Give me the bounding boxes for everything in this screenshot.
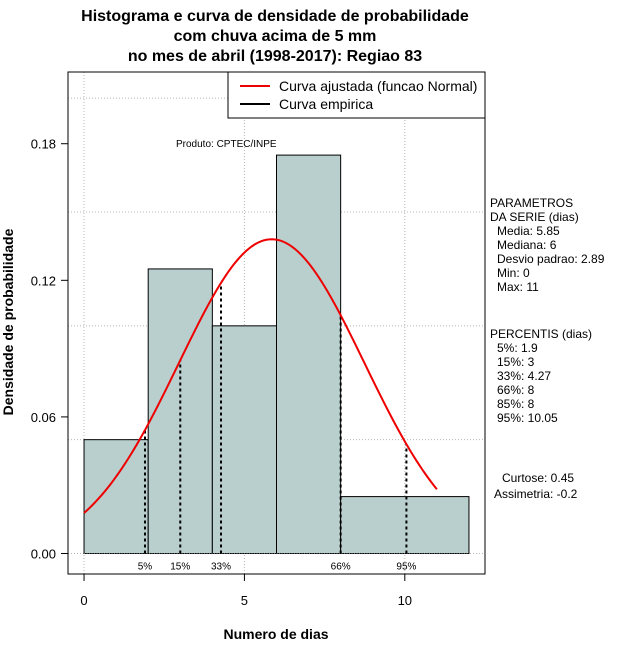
percentil-15: 15%: 3 (497, 355, 535, 369)
chart-title-line-3: no mes de abril (1998-2017): Regiao 83 (128, 48, 422, 65)
y-tick-label: 0.12 (31, 273, 56, 288)
chart-title-line-1: Histograma e curva de densidade de proba… (81, 8, 469, 25)
percentil-66: 66%: 8 (497, 383, 535, 397)
percentile-marker-label: 95% (396, 562, 416, 573)
x-tick-label: 10 (398, 593, 412, 608)
percentil-5: 5%: 1.9 (497, 341, 538, 355)
histogram-bar-4 (340, 496, 470, 555)
legend-label-empirical: Curva empirica (279, 96, 373, 112)
side-panel: PARAMETROS DA SERIE (dias) Media: 5.85 M… (490, 196, 605, 501)
percentile-marker-label: 66% (331, 562, 351, 573)
fitted-normal-curve (83, 238, 438, 514)
param-min: Min: 0 (497, 266, 530, 280)
histogram-bar-0 (83, 439, 149, 555)
percentile-marker-label: 15% (170, 562, 190, 573)
param-media: Media: 5.85 (497, 224, 560, 238)
legend-label-fitted: Curva ajustada (funcao Normal) (279, 78, 477, 94)
stat-curtose: Curtose: 0.45 (502, 471, 574, 485)
param-desvio: Desvio padrao: 2.89 (497, 252, 605, 266)
histogram-bar-3 (276, 154, 342, 555)
fitted-curve-layer (83, 238, 438, 514)
percentile-marker-label: 5% (138, 562, 153, 573)
x-axis-title: Numero de dias (223, 626, 328, 642)
params-title-line-2: DA SERIE (dias) (490, 210, 579, 224)
percentil-95: 95%: 10.05 (497, 411, 558, 425)
param-max: Max: 11 (497, 280, 539, 294)
product-label: Produto: CPTEC/INPE (176, 139, 277, 150)
x-tick-label: 5 (241, 593, 248, 608)
percentile-markers: 5% 15% 33% 66% 95% (138, 282, 417, 573)
percentil-33: 33%: 4.27 (497, 369, 551, 383)
y-tick-label: 0.18 (31, 137, 56, 152)
x-tick-label: 0 (80, 593, 87, 608)
chart-title-line-2: com chuva acima de 5 mm (174, 28, 377, 45)
params-title-line-1: PARAMETROS (490, 196, 573, 210)
y-tick-label: 0.06 (31, 410, 56, 425)
legend: Curva ajustada (funcao Normal) Curva emp… (227, 71, 486, 119)
percentis-title: PERCENTIS (dias) (490, 327, 592, 341)
histogram-bars (83, 154, 470, 555)
y-axis-title: Densidade de probabilidade (0, 228, 16, 415)
axes: 0 5 10 0.00 0.06 0.12 0.18 (31, 137, 412, 608)
y-tick-label: 0.00 (31, 547, 56, 562)
percentile-marker-label: 33% (211, 562, 231, 573)
legend-box (227, 71, 486, 119)
param-mediana: Mediana: 6 (497, 238, 557, 252)
stat-assimetria: Assimetria: -0.2 (494, 487, 578, 501)
percentil-85: 85%: 8 (497, 397, 535, 411)
